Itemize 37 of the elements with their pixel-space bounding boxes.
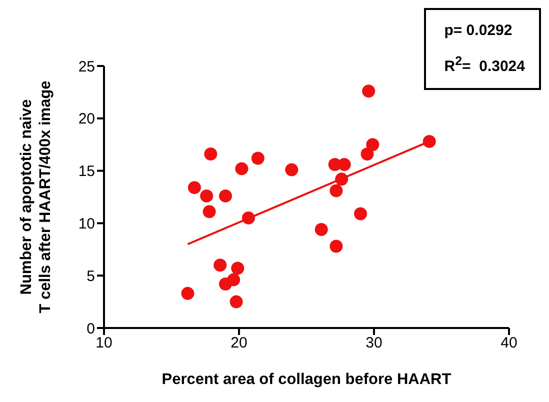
point [227, 273, 240, 286]
point [330, 184, 343, 198]
point [335, 172, 348, 186]
point [181, 286, 194, 300]
y-tick-label: 25 [78, 58, 95, 76]
point [366, 138, 380, 152]
point [231, 262, 244, 275]
point [219, 189, 232, 202]
point [204, 148, 218, 161]
point [360, 148, 374, 161]
point [362, 84, 376, 98]
point [202, 205, 216, 218]
point [251, 152, 264, 165]
text: p= 0.0292 [444, 21, 514, 41]
point [330, 240, 343, 253]
point [200, 189, 214, 202]
point [338, 158, 351, 172]
point [230, 295, 243, 308]
y-axis-title: Number of apoptotic naive T cells after HAART/400x image [18, 80, 54, 314]
point [354, 207, 367, 220]
point [285, 163, 298, 176]
point [422, 134, 436, 148]
x-axis-title: Percent area of collagen before HAART [162, 371, 452, 388]
x-tick-label: 20 [230, 334, 248, 352]
point [242, 211, 255, 224]
annotation: R$^{2}$= 0.3024 [444, 53, 525, 77]
point [314, 222, 328, 236]
x-tick-label: 40 [500, 334, 518, 352]
point [214, 258, 227, 272]
point [188, 181, 201, 194]
y-tick-label: 0 [86, 320, 95, 338]
point [235, 162, 248, 176]
x-tick-label: 30 [366, 334, 382, 352]
y-tick-label: 5 [86, 268, 95, 285]
y-tick-label: 10 [78, 216, 95, 233]
y-tick-label: 15 [78, 163, 95, 180]
y-tick-label: 20 [78, 110, 95, 128]
